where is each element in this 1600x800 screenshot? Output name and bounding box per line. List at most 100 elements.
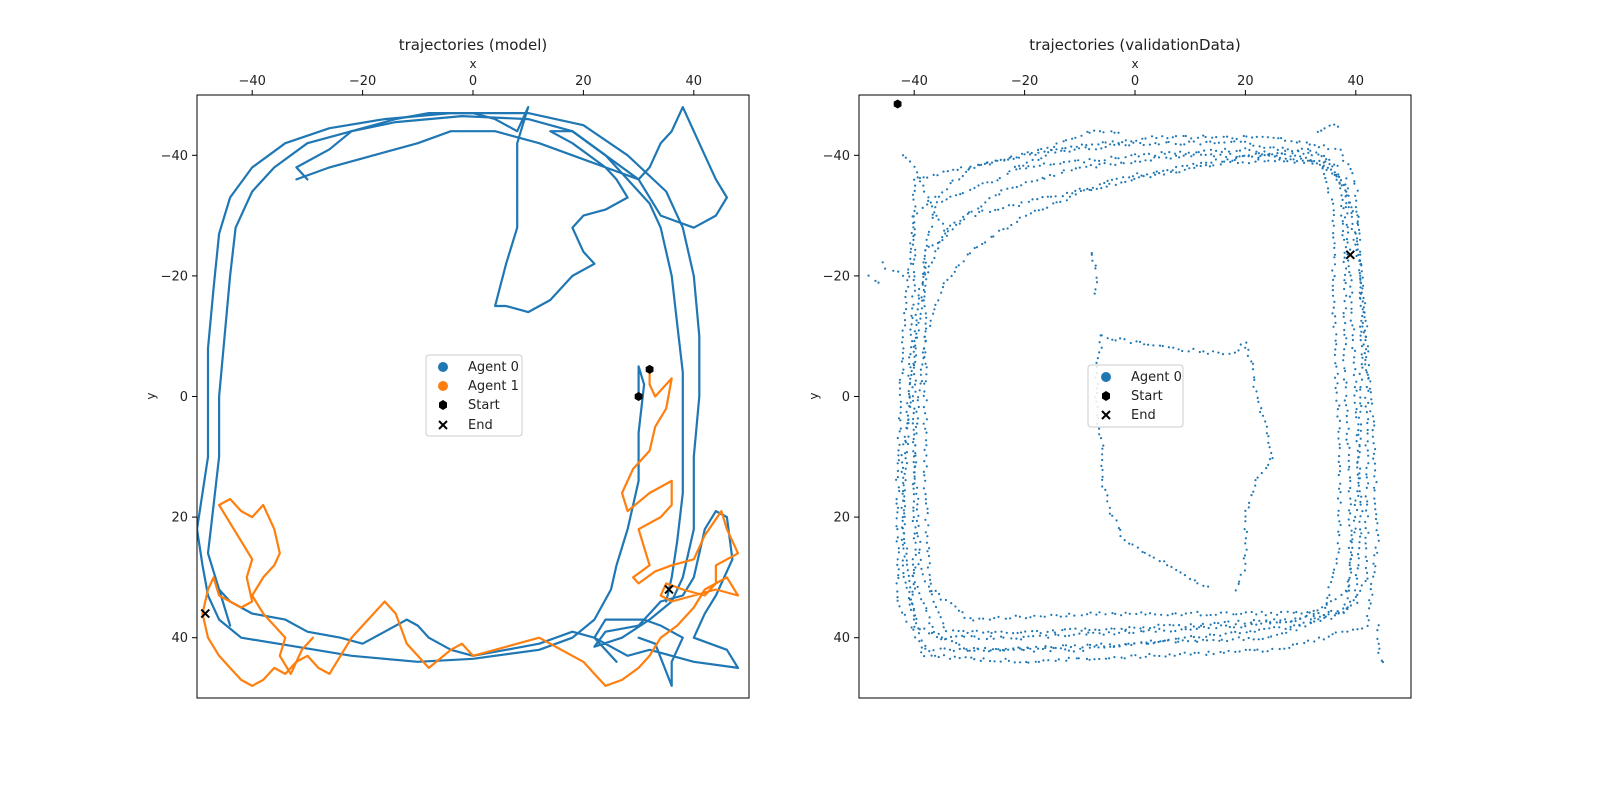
trajectory-point — [940, 291, 943, 294]
trajectory-point — [1265, 425, 1268, 428]
trajectory-point — [951, 228, 954, 231]
trajectory-point — [1367, 418, 1370, 421]
trajectory-point — [1032, 165, 1035, 168]
trajectory-point — [934, 654, 937, 657]
trajectory-point — [1249, 142, 1252, 145]
trajectory-point — [1267, 435, 1270, 438]
trajectory-point — [1025, 167, 1028, 170]
trajectory-point — [909, 333, 912, 336]
trajectory-point — [1144, 655, 1147, 658]
trajectory-point — [963, 616, 966, 620]
trajectory-point — [913, 625, 916, 628]
trajectory-point — [1332, 325, 1335, 328]
trajectory-point — [1233, 351, 1236, 354]
trajectory-point — [1054, 151, 1057, 154]
trajectory-point — [912, 262, 915, 266]
trajectory-point — [1053, 631, 1056, 634]
trajectory-point — [1119, 528, 1122, 532]
trajectory-point — [1343, 333, 1346, 336]
trajectory-point — [1102, 131, 1105, 134]
trajectory-point — [915, 461, 918, 464]
trajectory-point — [1372, 442, 1375, 445]
trajectory-point — [1346, 241, 1349, 244]
trajectory-point — [1364, 566, 1367, 570]
trajectory-point — [1237, 619, 1240, 622]
trajectory-point — [1366, 571, 1369, 575]
trajectory-point — [1348, 576, 1351, 579]
trajectory-point — [1341, 154, 1344, 157]
trajectory-point — [1074, 167, 1077, 170]
trajectory-point — [1373, 424, 1376, 427]
trajectory-point — [966, 631, 969, 635]
trajectory-point — [1090, 252, 1093, 255]
trajectory-point — [1234, 623, 1237, 626]
trajectory-point — [1364, 319, 1367, 322]
trajectory-point — [907, 390, 910, 393]
trajectory-point — [1205, 140, 1208, 144]
trajectory-point — [1336, 408, 1339, 411]
trajectory-point — [918, 287, 921, 291]
trajectory-point — [1362, 343, 1365, 346]
trajectory-point — [1324, 177, 1327, 180]
trajectory-point — [902, 481, 905, 485]
trajectory-point — [1364, 444, 1367, 447]
trajectory-point — [1284, 157, 1287, 160]
trajectory-point — [922, 272, 925, 275]
trajectory-point — [1338, 443, 1341, 446]
trajectory-point — [1115, 519, 1118, 522]
trajectory-point — [1031, 158, 1034, 161]
x-tick-label: 40 — [686, 74, 703, 89]
trajectory-point — [1202, 134, 1205, 137]
trajectory-point — [990, 631, 993, 635]
trajectory-point — [925, 454, 928, 457]
trajectory-point — [1327, 635, 1330, 638]
trajectory-point — [916, 422, 919, 425]
trajectory-point — [1311, 162, 1314, 165]
trajectory-point — [924, 502, 928, 505]
trajectory-point — [1199, 614, 1202, 617]
trajectory-point — [1376, 551, 1379, 554]
trajectory-point — [1347, 490, 1350, 493]
trajectory-point — [903, 523, 906, 526]
trajectory-point — [1041, 176, 1044, 179]
trajectory-point — [1330, 198, 1334, 201]
trajectory-point — [1309, 622, 1312, 625]
trajectory-point — [1154, 613, 1157, 616]
trajectory-point — [1359, 325, 1362, 328]
trajectory-point — [1317, 612, 1320, 615]
trajectory-point — [1343, 328, 1346, 332]
trajectory-point — [915, 319, 918, 322]
trajectory-point — [1359, 467, 1362, 470]
trajectory-point — [969, 617, 972, 620]
trajectory-point — [1348, 524, 1351, 527]
trajectory-point — [1251, 362, 1255, 365]
trajectory-point — [1049, 195, 1053, 198]
trajectory-point — [913, 209, 916, 213]
trajectory-point — [1357, 481, 1360, 484]
trajectory-point — [1114, 183, 1117, 186]
trajectory-point — [1299, 617, 1302, 621]
trajectory-point — [915, 508, 919, 511]
trajectory-point — [1322, 172, 1326, 176]
trajectory-point — [1339, 482, 1342, 485]
trajectory-point — [1338, 446, 1341, 450]
trajectory-point — [1350, 534, 1353, 537]
trajectory-point — [923, 254, 927, 257]
trajectory-point — [902, 572, 905, 575]
trajectory-point — [913, 581, 916, 584]
trajectory-point — [1052, 202, 1055, 205]
trajectory-point — [1187, 151, 1190, 154]
trajectory-point — [1318, 615, 1321, 618]
trajectory-point — [911, 593, 914, 596]
trajectory-point — [1303, 641, 1306, 645]
trajectory-point — [917, 302, 920, 305]
trajectory-point — [1153, 626, 1156, 629]
trajectory-point — [1034, 153, 1037, 156]
trajectory-point — [975, 246, 979, 249]
trajectory-point — [1022, 648, 1025, 652]
trajectory-point — [923, 295, 926, 298]
trajectory-point — [914, 553, 917, 557]
trajectory-point — [874, 279, 877, 282]
trajectory-point — [1357, 456, 1360, 459]
trajectory-point — [1337, 460, 1340, 463]
